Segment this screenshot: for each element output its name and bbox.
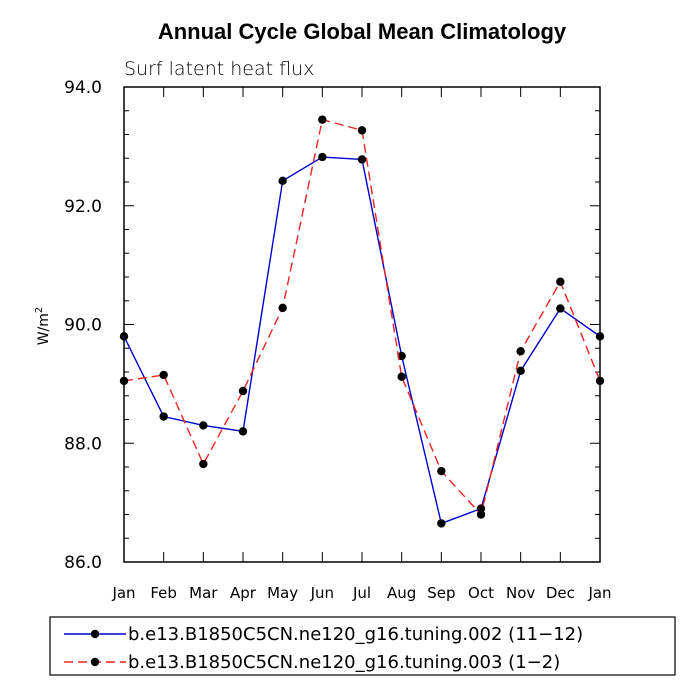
chart-subtitle: Surf latent heat flux [124, 58, 314, 80]
series-2-point [516, 347, 525, 356]
y-axis-label: W/m2 [34, 307, 52, 346]
legend-label-1: b.e13.B1850C5CN.ne120_g16.tuning.002 (11… [128, 624, 583, 645]
series-2-point [397, 372, 406, 381]
x-tick-label: Apr [230, 584, 257, 602]
x-tick-label: Dec [546, 584, 575, 602]
series-layer [119, 115, 605, 528]
x-tick-label: Nov [506, 584, 535, 602]
y-tick-labels: 86.0 88.0 90.0 92.0 94.0 [64, 78, 102, 573]
series-1-point [357, 155, 367, 164]
series-1-point [318, 152, 327, 162]
series-2-point [199, 459, 208, 469]
series-1-point [476, 504, 486, 513]
series-2-point [437, 466, 446, 476]
y-tick-label: 92.0 [64, 197, 102, 217]
series-1-point [397, 351, 406, 361]
plot-frame [123, 86, 601, 563]
x-tick-label: Jan [111, 584, 135, 602]
series-1-point [437, 519, 446, 528]
y-tick-label: 90.0 [64, 316, 102, 336]
series-1-point [278, 176, 287, 186]
legend-label-2: b.e13.B1850C5CN.ne120_g16.tuning.003 (1−… [128, 652, 560, 673]
series-1-point [516, 366, 525, 376]
series-1-point [556, 304, 565, 313]
series-2-point [357, 126, 367, 135]
legend-marker-1 [90, 629, 100, 639]
x-tick-label: Jun [310, 584, 334, 602]
series-2-point [278, 303, 287, 313]
x-tick-label: Jan [587, 584, 611, 602]
x-tick-label: Oct [468, 584, 494, 602]
series-1-point [159, 412, 168, 421]
legend: b.e13.B1850C5CN.ne120_g16.tuning.002 (11… [64, 624, 583, 673]
x-tick-label: Aug [387, 584, 416, 602]
y-tick-label: 94.0 [64, 78, 102, 98]
y-tick-label: 86.0 [64, 553, 102, 573]
legend-marker-2 [90, 657, 100, 667]
x-tick-label: May [267, 584, 298, 602]
y-tick-label: 88.0 [64, 434, 102, 454]
series-2-point [318, 115, 327, 124]
series-2-point [159, 370, 168, 380]
x-tick-label: Jul [352, 584, 371, 602]
y-axis-label-base: W/m [36, 313, 52, 345]
series-2-point [238, 386, 248, 396]
series-line-1 [123, 156, 601, 525]
chart-title: Annual Cycle Global Mean Climatology [158, 19, 567, 44]
x-tick-labels: Jan Feb Mar Apr May Jun Jul Aug Sep Oct Nov Dec Jan [111, 584, 611, 602]
series-1-point [238, 427, 248, 436]
series-2-point [476, 510, 486, 519]
series-2-point [556, 277, 565, 286]
legend-box [49, 616, 676, 676]
x-tick-label: Feb [150, 584, 177, 602]
x-tick-label: Sep [427, 584, 455, 602]
series-line-2 [123, 118, 601, 516]
x-tick-label: Mar [189, 584, 218, 602]
axis-ticks [123, 86, 601, 563]
series-1-point [199, 421, 208, 430]
y-axis-label-sup: 2 [34, 307, 45, 313]
